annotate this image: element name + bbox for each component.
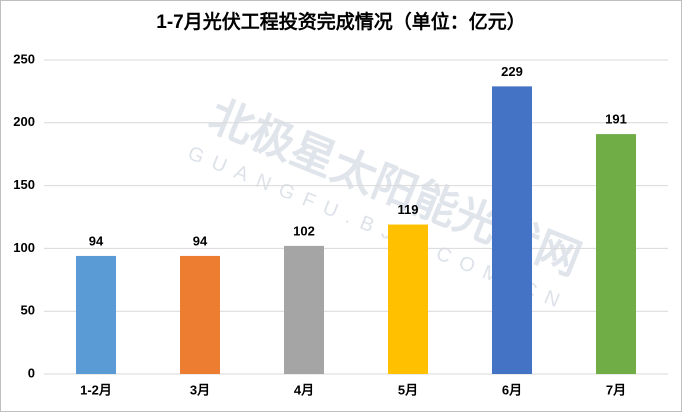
bar: [180, 255, 220, 374]
bar: [388, 224, 428, 374]
x-tick-label: 6月: [502, 382, 522, 397]
y-tick-label: 100: [13, 240, 35, 255]
x-tick-label: 5月: [398, 382, 418, 397]
x-tick-label: 1-2月: [80, 382, 112, 397]
bar: [76, 255, 116, 374]
y-tick-label: 50: [21, 303, 35, 318]
bar: [492, 86, 532, 374]
value-label: 119: [398, 202, 419, 217]
y-tick-label: 0: [28, 365, 35, 380]
y-tick-label: 150: [13, 177, 35, 192]
value-label: 102: [293, 223, 315, 238]
value-label: 229: [501, 64, 523, 79]
value-label: 191: [605, 112, 627, 127]
x-tick-label: 3月: [190, 382, 210, 397]
value-label: 94: [89, 233, 104, 248]
bar: [596, 134, 636, 374]
chart-title: 1-7月光伏工程投资完成情况（单位：亿元）: [156, 10, 525, 33]
x-tick-label: 7月: [606, 382, 626, 397]
value-label: 94: [193, 233, 208, 248]
y-tick-label: 250: [13, 51, 35, 66]
y-tick-label: 200: [13, 114, 35, 129]
x-tick-label: 4月: [294, 382, 314, 397]
bar: [284, 245, 324, 374]
